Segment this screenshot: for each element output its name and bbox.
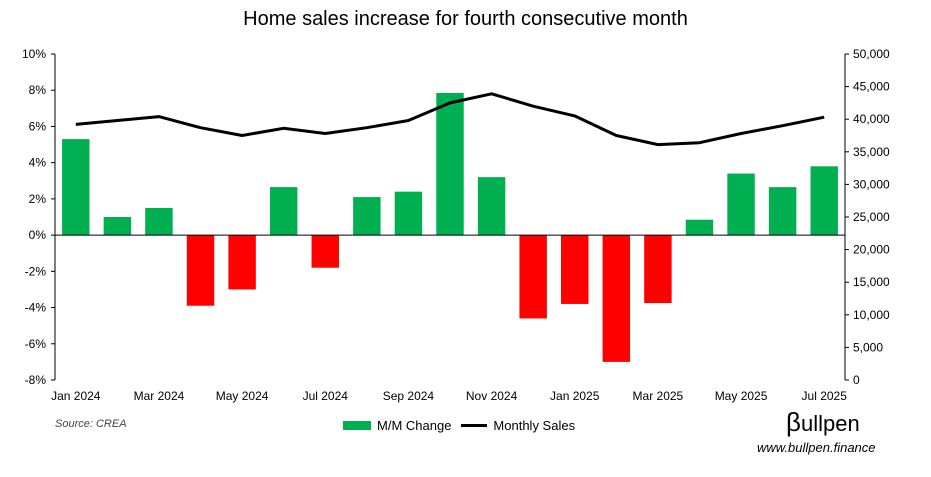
- x-tick-label: May 2024: [216, 389, 269, 403]
- y-right-tick-label: 0: [853, 373, 860, 387]
- y-right-tick-label: 30,000: [853, 177, 890, 191]
- y-right-tick-label: 40,000: [853, 112, 890, 126]
- x-tick-label: Jul 2025: [802, 389, 848, 403]
- y-left-tick-label: 6%: [29, 119, 47, 133]
- x-tick-label: Sep 2024: [383, 389, 435, 403]
- x-tick-label: Jan 2024: [51, 389, 101, 403]
- y-left-tick-label: 10%: [22, 47, 46, 61]
- y-left-tick-label: 4%: [29, 156, 47, 170]
- bar: [477, 177, 506, 236]
- x-tick-label: Mar 2025: [633, 389, 684, 403]
- y-left-tick-label: -8%: [25, 373, 47, 387]
- bar: [810, 166, 838, 236]
- legend-line-swatch: [461, 424, 488, 427]
- legend-item-monthly-sales: Monthly Sales: [461, 418, 575, 433]
- x-tick-label: Jul 2024: [303, 389, 349, 403]
- bar: [768, 187, 797, 236]
- y-right-tick-label: 5,000: [853, 340, 883, 354]
- brand-logo: βullpen: [786, 407, 860, 438]
- bar: [186, 235, 215, 306]
- chart-title: Home sales increase for fourth consecuti…: [243, 8, 688, 30]
- bar: [685, 219, 714, 236]
- legend-bar-label: M/M Change: [377, 418, 452, 433]
- y-right-tick-label: 35,000: [853, 145, 890, 159]
- bar: [436, 92, 464, 236]
- bar: [228, 235, 256, 290]
- y-left-tick-label: -2%: [25, 264, 47, 278]
- bar: [62, 139, 90, 236]
- brand-beta: β: [786, 407, 801, 437]
- site-url: www.bullpen.finance: [757, 440, 876, 455]
- y-right-tick-label: 50,000: [853, 47, 890, 61]
- bar: [519, 235, 547, 319]
- bar: [311, 235, 339, 268]
- y-right-tick-label: 45,000: [853, 80, 890, 94]
- y-right-tick-label: 25,000: [853, 210, 890, 224]
- y-left-tick-label: -4%: [25, 301, 47, 315]
- source-note: Source: CREA: [55, 418, 127, 430]
- x-tick-label: May 2025: [715, 389, 768, 403]
- legend-bar-swatch: [343, 421, 371, 430]
- monthly-sales-line: [75, 92, 825, 147]
- bar: [269, 187, 298, 236]
- y-right-tick-label: 10,000: [853, 308, 890, 322]
- bar: [602, 235, 631, 362]
- legend-line-label: Monthly Sales: [493, 418, 576, 433]
- y-right-tick-label: 20,000: [853, 243, 890, 257]
- x-tick-label: Jan 2025: [550, 389, 600, 403]
- x-tick-label: Nov 2024: [466, 389, 518, 403]
- bar: [644, 235, 672, 304]
- legend: M/M Change Monthly Sales: [343, 418, 575, 433]
- x-tick-label: Mar 2024: [134, 389, 185, 403]
- y-left-tick-label: -6%: [25, 337, 47, 351]
- y-left-tick-label: 8%: [29, 83, 47, 97]
- bar: [394, 191, 423, 236]
- y-right-tick-label: 15,000: [853, 275, 890, 289]
- bar: [103, 217, 132, 236]
- legend-item-mm-change: M/M Change: [343, 418, 451, 433]
- brand-name: ullpen: [800, 411, 860, 436]
- bar: [561, 235, 589, 304]
- bar: [727, 173, 755, 236]
- bar: [145, 207, 173, 236]
- y-left-tick-label: 0%: [29, 228, 47, 242]
- y-left-tick-label: 2%: [29, 192, 47, 206]
- bar: [353, 197, 381, 236]
